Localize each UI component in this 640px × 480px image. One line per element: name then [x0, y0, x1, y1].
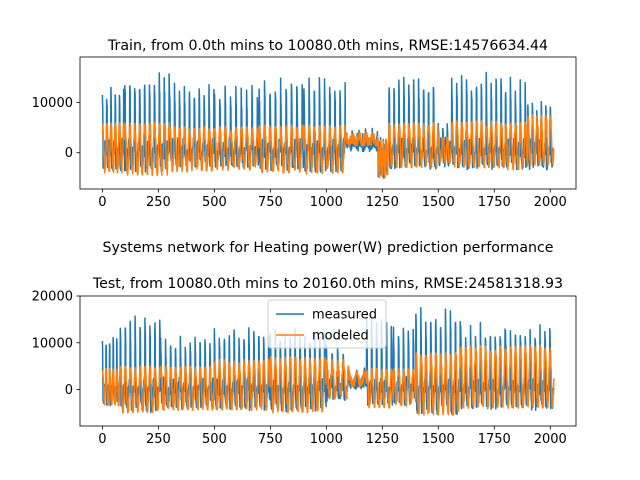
train-xtick-label: 2000: [534, 195, 567, 210]
figure-suptitle: Systems network for Heating power(W) pre…: [102, 240, 553, 256]
test-xtick-label: 500: [202, 432, 227, 447]
test-legend: measured modeled: [267, 299, 387, 349]
test-legend-label-measured: measured: [312, 308, 377, 323]
train-xtick-label: 0: [98, 195, 106, 210]
test-series-modeled: [101, 344, 555, 416]
train-xtick-label: 1250: [366, 195, 399, 210]
test-chart: Test, from 10080.0th mins to 20160.0th m…: [32, 276, 577, 447]
test-ytick-label: 0: [65, 383, 73, 398]
train-series-modeled: [101, 114, 555, 179]
test-legend-box: [267, 299, 387, 349]
test-xtick-label: 250: [146, 432, 171, 447]
test-axes-frame: [79, 295, 577, 427]
test-ytick-label: 20000: [32, 290, 73, 305]
train-xtick-label: 500: [202, 195, 227, 210]
test-ytick-label: 10000: [32, 336, 73, 351]
train-xtick-label: 1750: [478, 195, 511, 210]
test-xtick-label: 0: [98, 432, 106, 447]
train-axes-frame: [79, 56, 577, 190]
test-xtick-label: 750: [258, 432, 283, 447]
train-xtick-label: 1500: [422, 195, 455, 210]
train-ytick-label: 0: [65, 146, 73, 161]
test-chart-title: Test, from 10080.0th mins to 20160.0th m…: [92, 276, 563, 292]
train-chart: Train, from 0.0th mins to 10080.0th mins…: [32, 38, 577, 210]
test-xtick-label: 1500: [422, 432, 455, 447]
test-xtick-label: 1250: [366, 432, 399, 447]
test-xtick-label: 2000: [534, 432, 567, 447]
train-xtick-label: 750: [258, 195, 283, 210]
test-legend-label-modeled: modeled: [312, 329, 369, 344]
train-chart-title: Train, from 0.0th mins to 10080.0th mins…: [107, 38, 548, 54]
train-xtick-label: 1000: [310, 195, 343, 210]
test-xtick-label: 1000: [310, 432, 343, 447]
train-ytick-label: 10000: [32, 96, 73, 111]
test-xtick-label: 1750: [478, 432, 511, 447]
train-xtick-label: 250: [146, 195, 171, 210]
